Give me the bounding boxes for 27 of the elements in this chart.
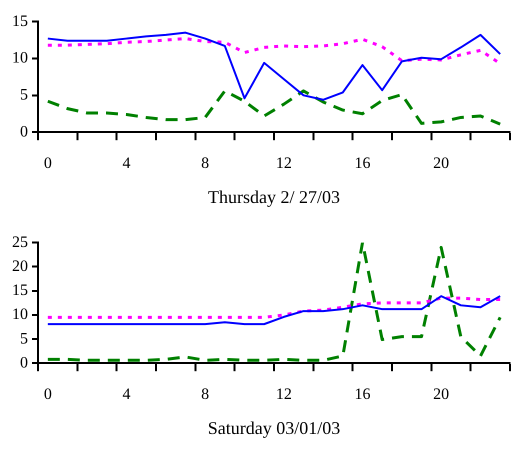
y-tick-label: 0: [20, 123, 28, 140]
x-tick-label: 4: [122, 155, 130, 172]
y-tick-label: 25: [12, 234, 28, 251]
x-tick-label: 4: [122, 386, 130, 404]
y-tick-label: 15: [12, 282, 28, 300]
y-tick-label: 0: [20, 354, 28, 372]
line-series: [46, 296, 502, 319]
x-tick-label: 8: [201, 155, 210, 172]
line-series: [46, 242, 502, 362]
x-tick-label: 16: [354, 155, 370, 172]
x-tick-label: 12: [276, 386, 292, 404]
y-tick-label: 10: [12, 50, 28, 67]
y-tick-label: 5: [20, 86, 28, 104]
x-axis-title: Thursday 2/ 27/03: [208, 186, 340, 207]
x-tick-label: 16: [354, 386, 370, 404]
y-tick-label: 20: [12, 258, 28, 275]
y-tick-label: 15: [12, 12, 28, 30]
x-tick-label: 20: [433, 155, 450, 172]
x-tick-label: 12: [276, 155, 292, 172]
line-series: [46, 89, 502, 126]
x-tick-label: 0: [44, 386, 52, 404]
x-tick-label: 8: [201, 386, 210, 404]
y-tick-label: 5: [20, 330, 28, 348]
x-axis-title: Saturday 03/01/03: [208, 418, 340, 438]
y-tick-label: 10: [12, 306, 28, 324]
x-tick-label: 20: [433, 386, 450, 404]
x-tick-label: 0: [44, 155, 52, 172]
